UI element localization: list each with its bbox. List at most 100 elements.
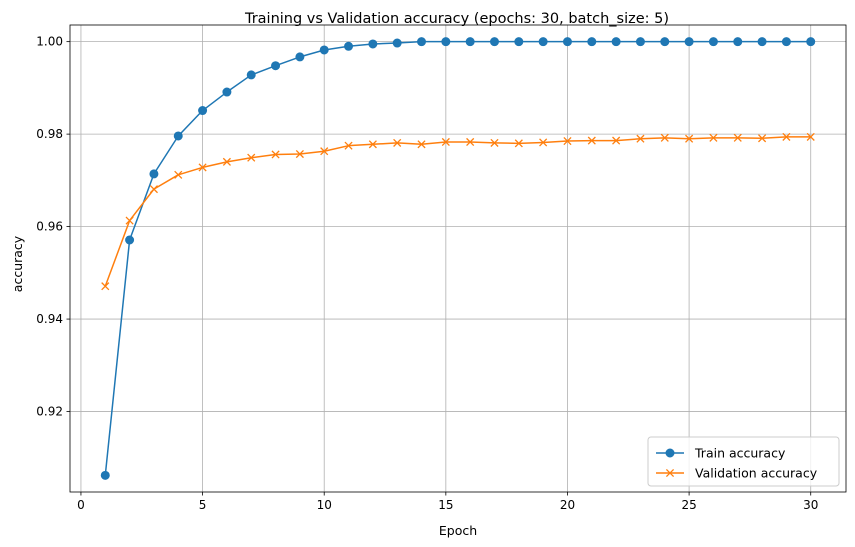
data-point-series-2-stroke: [806, 132, 815, 141]
data-point-series-2: [466, 137, 475, 147]
data-point-series-2: [758, 134, 767, 143]
data-point-series-2-stroke: [320, 147, 329, 156]
x-tick-label: 0: [77, 498, 85, 512]
data-point-series-2-stroke: [758, 134, 767, 143]
y-axis-label: accuracy: [10, 235, 25, 292]
data-point-series-1: [587, 37, 597, 47]
chart-title: Training vs Validation accuracy (epochs:…: [244, 11, 669, 27]
data-point-series-2-stroke: [368, 140, 377, 149]
data-point-series-2: [733, 133, 742, 142]
data-point-series-2: [563, 136, 572, 146]
data-point-series-1: [684, 37, 694, 47]
data-point-series-1: [635, 37, 645, 47]
data-point-series-2-stroke: [101, 282, 110, 291]
data-point-series-2-stroke: [149, 185, 158, 194]
data-point-series-1: [100, 470, 110, 480]
data-point-series-1: [441, 37, 451, 47]
ticks: 0 5 10 15 20 25 30 0.92 0.94 0.96 0.98 1.00: [36, 35, 818, 512]
data-point-series-1: [514, 37, 524, 47]
data-point-series-2-stroke: [539, 138, 548, 147]
legend-marker-2-stroke: [665, 468, 675, 478]
data-point-series-1: [538, 37, 548, 47]
data-point-series-2: [125, 216, 134, 225]
x-tick-label: 20: [560, 498, 575, 512]
data-point-series-2: [320, 147, 329, 156]
data-point-series-2-stroke: [222, 157, 231, 166]
data-point-series-2: [295, 149, 304, 159]
data-point-series-2: [490, 138, 499, 147]
data-point-series-2: [149, 185, 158, 194]
legend-marker-2: [665, 468, 675, 478]
data-point-series-2-stroke: [563, 136, 572, 146]
data-point-series-2-stroke: [393, 138, 402, 147]
data-point-series-2: [174, 170, 183, 179]
data-point-series-2: [247, 153, 256, 162]
data-point-series-2: [806, 132, 815, 141]
data-point-series-2-stroke: [271, 150, 280, 159]
data-point-series-2-stroke: [685, 134, 694, 143]
x-tick-label: 10: [317, 498, 332, 512]
data-point-series-1: [295, 52, 305, 62]
x-tick-label: 15: [438, 498, 453, 512]
data-point-series-2-stroke: [125, 216, 134, 225]
data-point-series-1: [246, 70, 256, 80]
data-point-series-2: [368, 140, 377, 149]
y-tick-label: 0.96: [36, 220, 63, 234]
data-point-series-2: [539, 138, 548, 147]
data-point-series-2: [222, 157, 231, 166]
data-point-series-2: [393, 138, 402, 147]
data-point-series-2-stroke: [733, 133, 742, 142]
data-point-series-2: [587, 136, 596, 145]
y-tick-label: 0.94: [36, 312, 63, 326]
data-point-series-2: [514, 139, 523, 148]
x-axis-label: Epoch: [439, 523, 477, 538]
data-point-series-1: [806, 37, 816, 47]
data-point-series-1: [611, 37, 621, 47]
data-point-series-1: [149, 169, 159, 179]
data-point-series-1: [222, 87, 232, 97]
data-point-series-2: [198, 163, 207, 172]
data-point-series-1: [562, 37, 572, 47]
x-tick-label: 25: [681, 498, 696, 512]
data-point-series-1: [198, 106, 208, 116]
data-point-series-2-stroke: [198, 163, 207, 172]
legend-label-1: Train accuracy: [694, 446, 786, 461]
legend-entries: Train accuracy Validation accuracy: [656, 446, 818, 481]
plot-frame: [69, 24, 847, 493]
data-point-series-2-stroke: [514, 139, 523, 148]
data-point-series-2: [612, 136, 621, 145]
data-point-series-2-stroke: [344, 141, 353, 150]
data-point-series-2-stroke: [587, 136, 596, 145]
data-point-series-2-stroke: [441, 137, 450, 147]
data-point-series-2-stroke: [247, 153, 256, 162]
legend-box: [647, 436, 840, 487]
series-layer: [100, 37, 816, 480]
data-point-series-2: [709, 133, 718, 142]
data-point-series-1: [708, 37, 718, 47]
legend-label-2: Validation accuracy: [695, 466, 818, 481]
legend: Train accuracy Validation accuracy: [647, 436, 840, 487]
data-point-series-1: [392, 38, 402, 48]
y-tick-label: 0.92: [36, 405, 63, 419]
data-point-series-2-stroke: [636, 134, 645, 143]
data-point-series-2: [344, 141, 353, 150]
legend-marker-1: [665, 448, 675, 458]
y-tick-label: 0.98: [36, 127, 63, 141]
data-point-series-1: [465, 37, 475, 47]
data-point-series-2: [441, 137, 450, 147]
data-point-series-2: [782, 132, 791, 141]
data-point-series-1: [125, 235, 135, 245]
data-point-series-2: [417, 140, 426, 149]
data-point-series-2-stroke: [466, 137, 475, 147]
data-point-series-1: [757, 37, 767, 47]
data-point-series-2-stroke: [174, 170, 183, 179]
data-point-series-1: [271, 61, 281, 71]
data-point-series-1: [489, 37, 499, 47]
data-point-series-2-stroke: [660, 133, 669, 142]
data-point-series-2: [101, 282, 110, 291]
data-point-series-2-stroke: [417, 140, 426, 149]
x-tick-label: 5: [199, 498, 207, 512]
data-point-series-2: [636, 134, 645, 143]
x-tick-label: 30: [803, 498, 818, 512]
